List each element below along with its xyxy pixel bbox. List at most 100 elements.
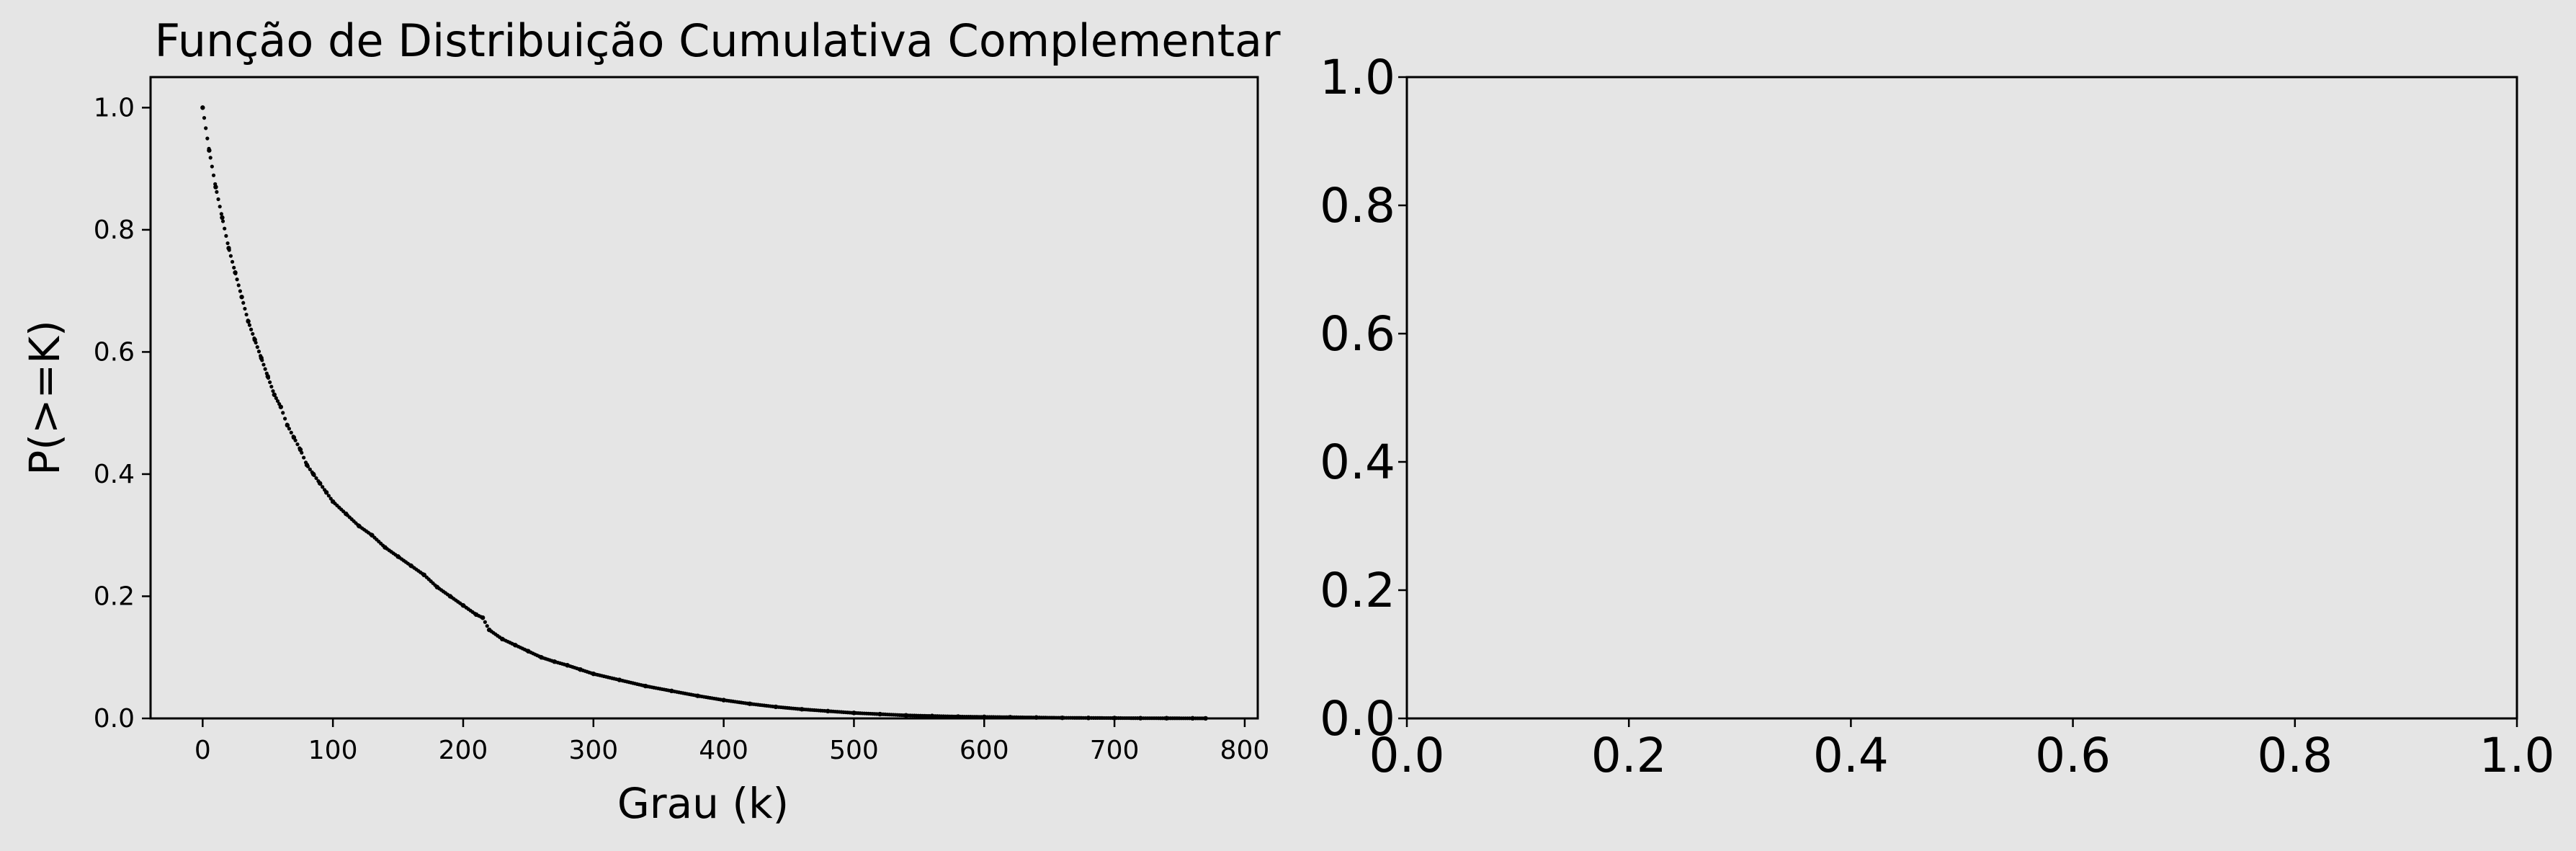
data-point [236, 283, 241, 288]
data-point [255, 345, 259, 349]
data-point [268, 380, 272, 385]
x-tick-label: 600 [960, 736, 1009, 765]
data-point [251, 331, 255, 336]
x-ticks: 0 100 200 300 400 500 600 700 800 [194, 718, 1269, 765]
data-point [256, 349, 261, 354]
y-axis-label: P(>=K) [20, 320, 69, 475]
x-tick-label: 400 [699, 736, 748, 765]
right-y-tick-label: 0.8 [1320, 178, 1395, 233]
right-y-tick-label: 0.6 [1320, 306, 1395, 362]
data-point [230, 259, 235, 264]
data-point [283, 416, 287, 421]
data-point [225, 241, 230, 246]
x-tick-label: 0 [194, 736, 211, 765]
data-point [266, 375, 271, 380]
right-x-tick-label: 0.6 [2035, 728, 2111, 783]
data-point [204, 126, 208, 130]
right-y-tick-label: 0.0 [1320, 691, 1395, 747]
data-point [295, 442, 300, 447]
data-point [243, 306, 247, 311]
right-y-tick-label: 0.4 [1320, 435, 1395, 490]
data-point [219, 212, 223, 216]
x-tick-label: 800 [1220, 736, 1270, 765]
data-point [485, 624, 489, 628]
data-point [210, 164, 214, 169]
data-point [228, 254, 233, 258]
data-point [291, 435, 295, 439]
data-point [326, 494, 331, 498]
data-point [483, 620, 487, 624]
right-x-tick-label: 0.0 [1369, 728, 1445, 783]
data-point [261, 362, 266, 367]
data-point [298, 446, 302, 450]
x-axis-label: Grau (k) [617, 779, 789, 828]
data-point [269, 384, 274, 389]
data-point [220, 219, 225, 223]
y-tick-label: 0.6 [94, 337, 135, 367]
data-point [220, 215, 225, 220]
data-point [235, 277, 239, 282]
data-point [277, 402, 282, 406]
data-point [302, 455, 306, 460]
data-point [238, 289, 243, 293]
data-point [312, 473, 316, 478]
data-point [208, 156, 213, 160]
right-y-ticks: 0.0 0.2 0.4 0.6 0.8 1.0 [1320, 50, 1407, 747]
data-point [322, 488, 327, 492]
ccdf-axes-frame [149, 76, 1259, 720]
data-point [308, 467, 312, 471]
data-point [480, 616, 486, 620]
data-point [279, 405, 283, 409]
data-point [303, 460, 308, 465]
empty-panel: 0.0 0.2 0.4 0.6 0.8 1.0 0.0 0.2 0.4 0.6 0.8 1.0 [1320, 50, 2554, 783]
y-tick-label: 0.4 [94, 460, 135, 489]
data-point [260, 358, 264, 362]
data-point [314, 476, 318, 481]
data-point [239, 295, 244, 299]
data-point [224, 233, 228, 238]
data-point [215, 190, 219, 194]
data-point [232, 265, 236, 270]
data-point [227, 248, 231, 252]
data-point [300, 450, 304, 455]
data-point [205, 136, 210, 141]
data-point [247, 323, 252, 327]
data-point [289, 430, 293, 435]
data-point [259, 354, 263, 358]
data-point [1202, 716, 1207, 721]
data-point [252, 336, 256, 341]
ccdf-curve [200, 105, 1208, 721]
data-point [244, 312, 249, 317]
data-point [274, 396, 278, 401]
data-point [263, 367, 267, 371]
x-tick-label: 200 [439, 736, 488, 765]
data-point [216, 197, 220, 202]
x-tick-label: 700 [1090, 736, 1140, 765]
right-x-tick-label: 1.0 [2479, 728, 2555, 783]
data-point [213, 184, 218, 190]
data-point [249, 327, 254, 331]
data-point [318, 482, 323, 486]
data-point [246, 318, 250, 323]
y-ticks: 0.0 0.2 0.4 0.6 0.8 1.0 [94, 93, 151, 734]
data-point [324, 491, 329, 495]
x-tick-label: 300 [568, 736, 618, 765]
data-point [223, 226, 227, 231]
data-point [264, 371, 269, 375]
chart-title: Função de Distribuição Cumulativa Comple… [154, 14, 1281, 67]
data-point [213, 182, 218, 187]
data-point [321, 485, 325, 489]
right-x-tick-label: 0.4 [1813, 728, 1889, 783]
y-tick-label: 0.2 [94, 582, 135, 611]
right-x-ticks: 0.0 0.2 0.4 0.6 0.8 1.0 [1369, 718, 2555, 783]
right-x-tick-label: 0.2 [1591, 728, 1667, 783]
data-point [316, 479, 321, 484]
right-y-tick-label: 1.0 [1320, 50, 1395, 105]
y-tick-label: 0.8 [94, 215, 135, 245]
x-tick-label: 500 [829, 736, 879, 765]
data-point [275, 398, 280, 404]
y-tick-label: 1.0 [94, 93, 135, 122]
data-point [200, 105, 205, 110]
data-point [202, 116, 207, 120]
